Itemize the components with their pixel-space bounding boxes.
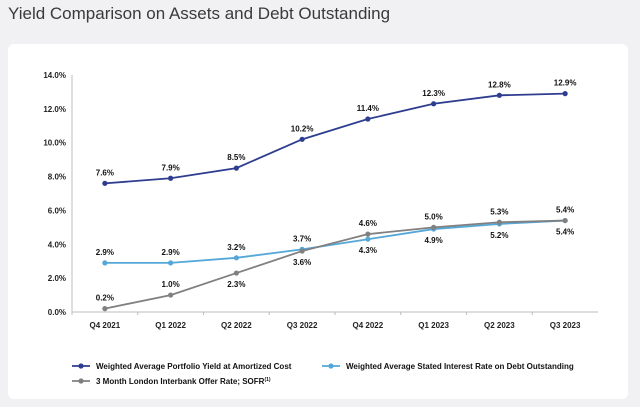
data-label: 7.6% xyxy=(96,168,114,177)
data-point xyxy=(365,236,371,242)
x-tick-label: Q1 2022 xyxy=(155,321,186,330)
y-tick-label: 12.0% xyxy=(43,105,66,114)
x-tick-label: Q3 2023 xyxy=(550,321,581,330)
data-label: 2.9% xyxy=(162,248,180,257)
y-tick-label: 8.0% xyxy=(48,173,66,182)
data-point xyxy=(365,231,371,237)
data-label: 5.4% xyxy=(556,228,574,237)
data-label: 12.9% xyxy=(554,79,577,88)
data-label: 1.0% xyxy=(162,280,180,289)
data-label: 3.7% xyxy=(293,234,311,243)
data-label: 5.0% xyxy=(425,212,443,221)
data-label: 4.6% xyxy=(359,219,377,228)
x-tick-label: Q2 2023 xyxy=(484,321,515,330)
legend-marker xyxy=(78,363,84,369)
data-point xyxy=(168,292,174,298)
series-line-3 xyxy=(104,219,566,310)
data-label: 3.2% xyxy=(227,243,245,252)
data-label: 10.2% xyxy=(291,124,314,133)
data-label: 12.3% xyxy=(422,89,445,98)
data-label: 2.3% xyxy=(227,280,245,289)
y-tick-label: 2.0% xyxy=(48,274,66,283)
data-label: 7.9% xyxy=(162,163,180,172)
x-tick-label: Q4 2021 xyxy=(90,321,121,330)
data-point xyxy=(233,165,239,171)
legend-entry: Weighted Average Portfolio Yield at Amor… xyxy=(96,362,292,371)
x-tick-label: Q4 2022 xyxy=(353,321,384,330)
y-tick-label: 4.0% xyxy=(48,240,66,249)
data-point xyxy=(168,260,174,266)
data-point xyxy=(562,217,568,224)
data-point xyxy=(496,92,502,98)
data-label: 11.4% xyxy=(357,104,379,113)
data-point xyxy=(102,306,108,312)
data-label: 0.2% xyxy=(96,294,114,303)
page-title: Yield Comparison on Assets and Debt Outs… xyxy=(8,4,391,23)
series-line-1 xyxy=(104,92,566,185)
data-label: 5.4% xyxy=(556,206,574,215)
legend-marker xyxy=(78,378,84,384)
data-point xyxy=(299,248,305,254)
data-point xyxy=(431,224,437,230)
legend-superscript: (1) xyxy=(264,377,270,383)
data-point xyxy=(102,180,108,186)
y-tick-label: 14.0% xyxy=(43,71,66,80)
data-point xyxy=(431,101,437,107)
x-tick-label: Q3 2022 xyxy=(287,321,318,330)
data-label: 3.6% xyxy=(293,258,311,267)
data-label: 12.8% xyxy=(488,80,511,89)
data-label: 4.9% xyxy=(425,236,443,245)
data-point xyxy=(168,175,174,181)
x-tick-label: Q2 2022 xyxy=(221,321,252,330)
data-point xyxy=(233,270,239,276)
y-tick-label: 6.0% xyxy=(48,206,66,215)
data-label: 5.2% xyxy=(490,231,508,240)
legend-entry: Weighted Average Stated Interest Rate on… xyxy=(346,362,574,371)
x-tick-label: Q1 2023 xyxy=(418,321,449,330)
data-label: 5.3% xyxy=(490,207,508,216)
y-tick-label: 10.0% xyxy=(43,139,66,148)
data-label: 2.9% xyxy=(96,248,114,257)
data-point xyxy=(365,116,371,122)
series-line-2 xyxy=(104,219,566,264)
data-point xyxy=(496,219,502,225)
y-tick-label: 0.0% xyxy=(48,308,66,317)
legend-entry: 3 Month London Interbank Offer Rate; SOF… xyxy=(96,377,271,386)
data-label: 4.3% xyxy=(359,246,377,255)
data-point xyxy=(233,255,239,261)
data-label: 8.5% xyxy=(227,153,245,162)
data-point xyxy=(562,91,568,97)
data-point xyxy=(299,136,305,142)
data-point xyxy=(102,260,108,266)
legend-marker xyxy=(328,363,334,369)
